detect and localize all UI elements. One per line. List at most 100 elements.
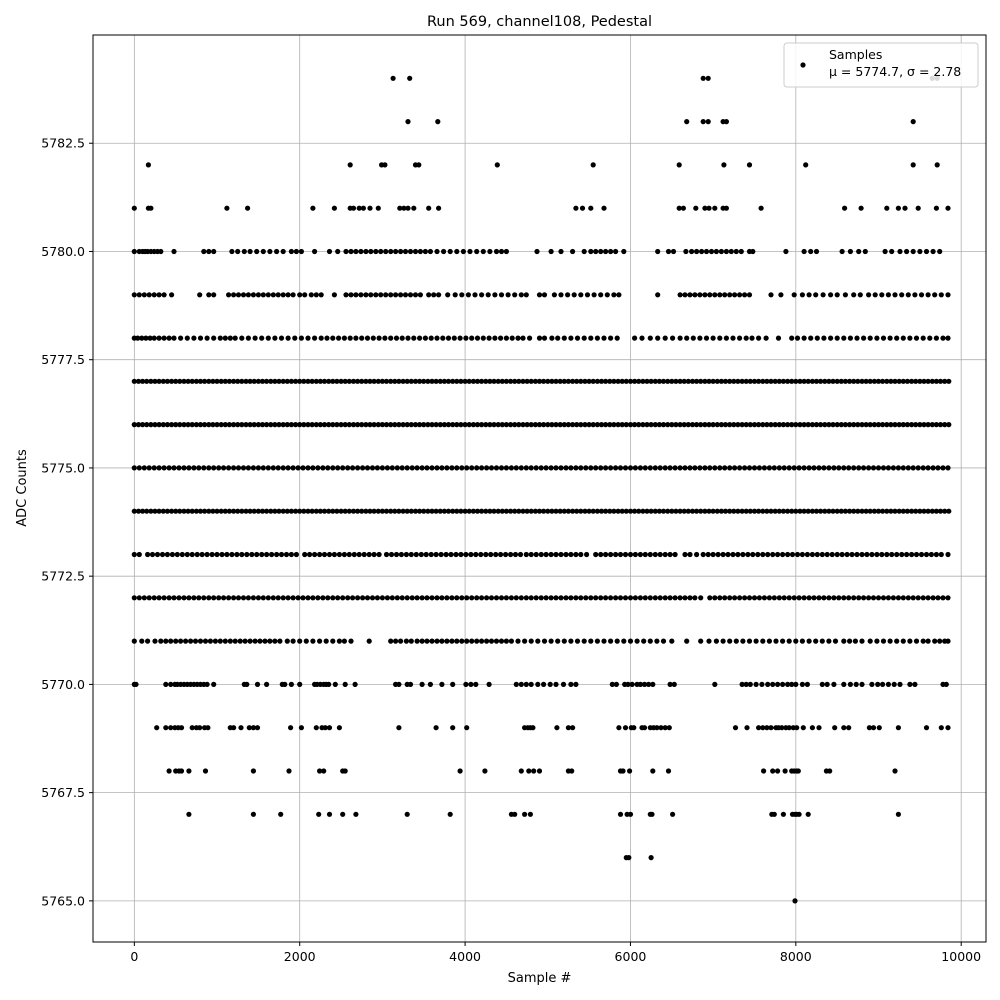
- data-point: [925, 595, 931, 601]
- data-point: [487, 378, 493, 384]
- data-point: [768, 508, 774, 514]
- data-point: [350, 422, 357, 428]
- data-point: [627, 768, 633, 774]
- data-point: [346, 378, 352, 384]
- data-point: [197, 422, 204, 428]
- data-point: [527, 335, 533, 341]
- data-point: [665, 378, 671, 384]
- data-point: [735, 422, 741, 428]
- data-point: [591, 292, 597, 298]
- data-point: [925, 378, 931, 384]
- data-point: [571, 292, 577, 298]
- data-point: [875, 681, 881, 688]
- data-point: [935, 465, 941, 471]
- data-point: [313, 378, 319, 384]
- data-point: [478, 551, 484, 558]
- data-point: [775, 768, 781, 774]
- data-point: [677, 292, 683, 298]
- x-tick-label: 0: [130, 949, 138, 964]
- data-point: [425, 508, 431, 514]
- data-point: [647, 335, 653, 341]
- data-point: [590, 508, 596, 514]
- data-point: [570, 508, 576, 514]
- data-point: [637, 465, 644, 471]
- data-point: [146, 292, 152, 298]
- data-point: [737, 292, 743, 298]
- data-point: [473, 551, 479, 558]
- data-point: [491, 378, 497, 384]
- data-point: [887, 638, 893, 644]
- data-point: [160, 508, 166, 514]
- data-point: [189, 378, 195, 384]
- data-point: [541, 681, 547, 688]
- data-point: [884, 205, 890, 211]
- data-point: [570, 378, 576, 384]
- data-point: [793, 638, 799, 644]
- data-point: [166, 595, 172, 601]
- data-point: [615, 422, 621, 428]
- data-point: [144, 422, 150, 428]
- data-point: [479, 422, 485, 428]
- data-point: [264, 378, 270, 384]
- data-point: [308, 292, 314, 298]
- data-point: [894, 551, 900, 558]
- data-point: [536, 422, 543, 428]
- data-point: [613, 465, 619, 471]
- data-point: [136, 595, 142, 601]
- data-point: [842, 422, 849, 428]
- data-point: [479, 465, 485, 471]
- data-point: [444, 595, 450, 601]
- data-point: [799, 292, 806, 298]
- data-point: [574, 508, 580, 514]
- data-point: [884, 378, 890, 384]
- data-point: [424, 638, 430, 644]
- data-point: [905, 595, 911, 601]
- data-point: [609, 681, 615, 688]
- data-point: [565, 508, 572, 514]
- data-point: [579, 205, 586, 211]
- data-point: [376, 335, 382, 341]
- data-point: [245, 595, 251, 601]
- data-point: [280, 422, 286, 428]
- data-point: [422, 248, 428, 255]
- data-point: [863, 378, 869, 384]
- data-point: [690, 335, 696, 341]
- data-point: [269, 551, 275, 558]
- data-point: [613, 248, 619, 255]
- data-point: [414, 638, 420, 644]
- data-point: [389, 465, 395, 471]
- data-point: [809, 725, 816, 731]
- data-point: [652, 595, 658, 601]
- data-point: [816, 465, 822, 471]
- data-point: [631, 725, 637, 731]
- data-point: [216, 595, 222, 601]
- data-point: [441, 422, 447, 428]
- data-point: [310, 205, 316, 211]
- data-point: [702, 378, 708, 384]
- data-point: [722, 465, 728, 471]
- data-point: [611, 422, 617, 428]
- data-point: [250, 725, 256, 731]
- data-point: [923, 551, 930, 558]
- data-point: [222, 638, 228, 644]
- data-point: [247, 422, 253, 428]
- data-point: [145, 638, 151, 644]
- data-point: [211, 292, 217, 298]
- data-point: [933, 378, 940, 384]
- data-point: [462, 508, 468, 514]
- data-point: [687, 292, 693, 298]
- data-point: [188, 638, 194, 644]
- data-point: [808, 248, 814, 255]
- data-point: [211, 595, 217, 601]
- data-point: [856, 248, 862, 255]
- data-point: [265, 595, 271, 601]
- data-point: [541, 508, 547, 514]
- data-point: [758, 205, 764, 211]
- data-point: [325, 595, 331, 601]
- data-point: [768, 725, 774, 731]
- x-tick-label: 2000: [284, 949, 316, 964]
- data-point: [545, 378, 551, 384]
- data-point: [717, 595, 723, 601]
- data-point: [353, 292, 359, 298]
- data-point: [462, 422, 468, 428]
